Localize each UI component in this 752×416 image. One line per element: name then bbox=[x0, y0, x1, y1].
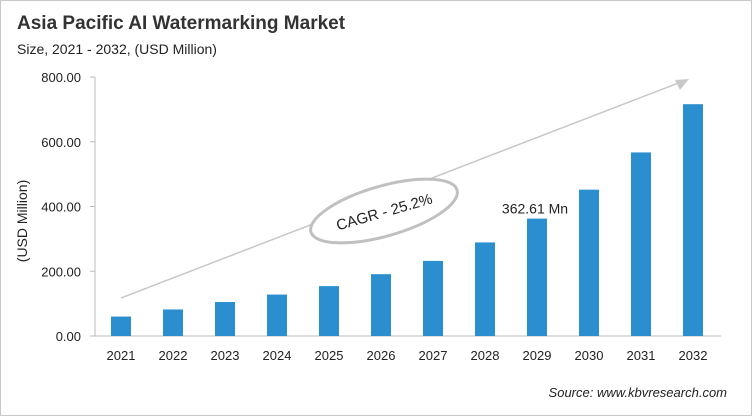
bar-2021 bbox=[111, 316, 131, 336]
x-tick-label: 2022 bbox=[159, 348, 188, 363]
x-tick-label: 2030 bbox=[575, 348, 604, 363]
source-note: Source: www.kbvresearch.com bbox=[548, 385, 727, 400]
bar-2027 bbox=[423, 260, 443, 336]
bar-2028 bbox=[475, 242, 495, 336]
x-tick-label: 2031 bbox=[627, 348, 656, 363]
x-tick-label: 2024 bbox=[263, 348, 292, 363]
x-tick-label: 2021 bbox=[107, 348, 136, 363]
bar-2029 bbox=[527, 218, 547, 336]
bar-2025 bbox=[319, 286, 339, 336]
chart-subtitle: Size, 2021 - 2032, (USD Million) bbox=[17, 41, 217, 57]
y-tick-label: 600.00 bbox=[41, 135, 81, 150]
y-tick-label: 400.00 bbox=[41, 200, 81, 215]
y-tick-label: 800.00 bbox=[41, 70, 81, 85]
bar-2026 bbox=[371, 274, 391, 336]
cagr-ellipse bbox=[309, 177, 459, 245]
x-tick-label: 2029 bbox=[523, 348, 552, 363]
bar-2023 bbox=[215, 302, 235, 336]
bar-2030 bbox=[579, 189, 599, 336]
y-axis-label: (USD Million) bbox=[14, 180, 30, 262]
value-label-2029: 362.61 Mn bbox=[502, 201, 568, 217]
bar-2024 bbox=[267, 294, 287, 336]
bar-2032 bbox=[683, 104, 703, 336]
chart-title: Asia Pacific AI Watermarking Market bbox=[17, 13, 346, 34]
x-tick-label: 2023 bbox=[211, 348, 240, 363]
x-tick-label: 2027 bbox=[419, 348, 448, 363]
x-tick-label: 2026 bbox=[367, 348, 396, 363]
y-tick-label: 200.00 bbox=[41, 264, 81, 279]
y-tick-label: 0.00 bbox=[56, 329, 81, 344]
x-tick-label: 2028 bbox=[471, 348, 500, 363]
trend-arrow-head bbox=[675, 79, 689, 90]
bar-2031 bbox=[631, 152, 651, 336]
x-tick-label: 2025 bbox=[315, 348, 344, 363]
x-tick-label: 2032 bbox=[679, 348, 708, 363]
bar-2022 bbox=[163, 309, 183, 336]
